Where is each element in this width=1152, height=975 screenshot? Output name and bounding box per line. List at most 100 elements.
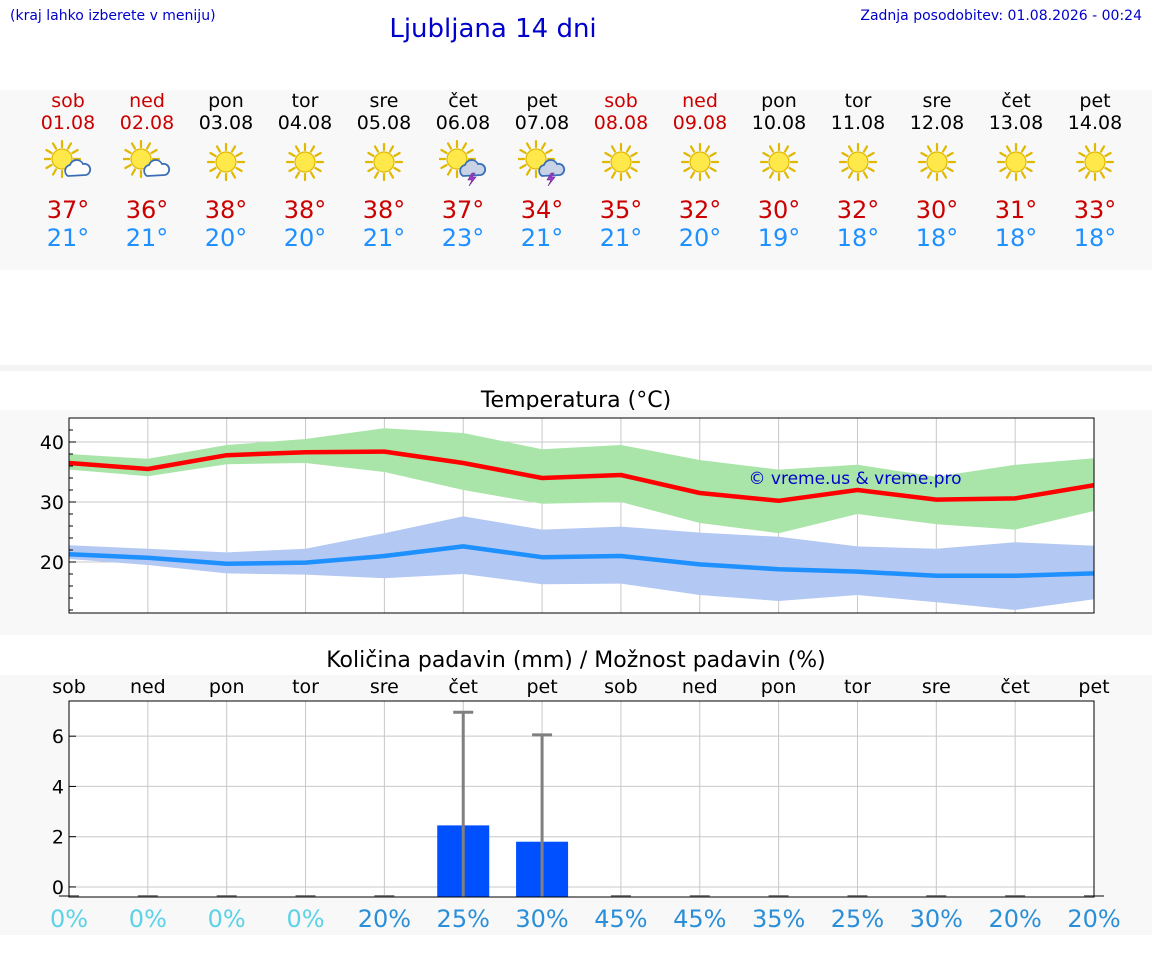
max-temperature: 33° xyxy=(1073,196,1117,224)
day-column: pet 07.08 34° 21° xyxy=(502,90,582,252)
precip-probability: 30% xyxy=(910,905,963,933)
day-column: sre 05.08 38° 21° xyxy=(344,90,424,252)
min-temperature: 18° xyxy=(1073,224,1117,252)
day-name: pet xyxy=(526,90,558,112)
sun-icon xyxy=(917,142,957,182)
day-name: čet xyxy=(448,90,478,112)
day-label: sob xyxy=(52,676,86,698)
sun-shape xyxy=(206,142,246,182)
min-temperature: 21° xyxy=(46,224,90,252)
day-date: 11.08 xyxy=(830,112,886,134)
sun-cloud-icon xyxy=(123,140,171,179)
day-label: pon xyxy=(761,676,797,698)
day-name: čet xyxy=(1001,90,1031,112)
max-temperature: 36° xyxy=(125,196,169,224)
day-label: pon xyxy=(209,676,245,698)
precip-probability: 0% xyxy=(129,905,167,933)
max-temperature-range xyxy=(69,428,1094,534)
cloud-shape xyxy=(64,159,92,177)
day-column: pon 03.08 38° 20° xyxy=(186,90,266,252)
day-date: 13.08 xyxy=(988,112,1044,134)
max-temperature: 30° xyxy=(757,196,801,224)
precip-probability: 45% xyxy=(673,905,726,933)
day-label: tor xyxy=(292,676,319,698)
day-column: čet 13.08 31° 18° xyxy=(976,90,1056,252)
precip-probability: 30% xyxy=(515,905,568,933)
max-temperature: 32° xyxy=(836,196,880,224)
region-hint: (kraj lahko izberete v meniju) xyxy=(10,8,216,24)
y-tick-label: 4 xyxy=(52,776,64,798)
day-name: pet xyxy=(1079,90,1111,112)
max-temperature: 35° xyxy=(599,196,643,224)
day-date: 14.08 xyxy=(1067,112,1123,134)
day-date: 06.08 xyxy=(435,112,491,134)
sun-shape xyxy=(917,142,957,182)
day-label: pet xyxy=(526,676,557,698)
day-label: čet xyxy=(1000,676,1030,698)
day-column: ned 09.08 32° 20° xyxy=(660,90,740,252)
cloud-shape xyxy=(143,159,171,177)
day-name: sre xyxy=(369,90,399,112)
sun-icon xyxy=(206,142,246,182)
day-date: 09.08 xyxy=(672,112,728,134)
sun-shape xyxy=(364,142,404,182)
day-column: čet 06.08 37° 23° xyxy=(423,90,503,252)
day-label: sob xyxy=(604,676,638,698)
divider xyxy=(0,365,1152,371)
day-column: sob 01.08 37° 21° xyxy=(28,90,108,252)
day-name: pon xyxy=(208,90,244,112)
day-column: ned 02.08 36° 21° xyxy=(107,90,187,252)
min-temperature-line xyxy=(69,544,1094,579)
max-temperature: 38° xyxy=(362,196,406,224)
page-title: Ljubljana 14 dni xyxy=(389,14,597,44)
last-updated: Zadnja posodobitev: 01.08.2026 - 00:24 xyxy=(860,8,1142,24)
day-label: pet xyxy=(1078,676,1109,698)
sun-shape xyxy=(838,142,878,182)
day-date: 02.08 xyxy=(119,112,175,134)
day-date: 05.08 xyxy=(356,112,412,134)
min-temperature: 20° xyxy=(283,224,327,252)
day-name: sob xyxy=(51,90,85,112)
y-tick-label: 2 xyxy=(52,827,64,849)
day-name: tor xyxy=(844,90,872,112)
min-temperature: 21° xyxy=(362,224,406,252)
min-temperature: 19° xyxy=(757,224,801,252)
min-temperature: 23° xyxy=(441,224,485,252)
y-tick-label: 40 xyxy=(40,432,64,454)
sun-icon xyxy=(285,142,325,182)
y-tick-label: 6 xyxy=(52,726,64,748)
precip-probability: 0% xyxy=(208,905,246,933)
day-column: sob 08.08 35° 21° xyxy=(581,90,661,252)
sun-shape xyxy=(680,142,720,182)
day-label: čet xyxy=(448,676,478,698)
precip-probability: 0% xyxy=(286,905,324,933)
max-temperature: 34° xyxy=(520,196,564,224)
precip-probability: 20% xyxy=(1067,905,1120,933)
precip-probability: 45% xyxy=(594,905,647,933)
max-temperature: 30° xyxy=(915,196,959,224)
day-date: 07.08 xyxy=(514,112,570,134)
min-temperature: 21° xyxy=(599,224,643,252)
plot-frame xyxy=(68,700,1095,898)
sun-icon xyxy=(1075,142,1115,182)
day-column: sre 12.08 30° 18° xyxy=(897,90,977,252)
day-label: sre xyxy=(370,676,399,698)
day-label: ned xyxy=(682,676,718,698)
day-name: sre xyxy=(922,90,952,112)
y-tick-label: 30 xyxy=(40,492,64,514)
max-temperature: 32° xyxy=(678,196,722,224)
max-temperature: 38° xyxy=(283,196,327,224)
sun-icon xyxy=(364,142,404,182)
precip-probability: 35% xyxy=(752,905,805,933)
day-date: 01.08 xyxy=(40,112,96,134)
day-label: ned xyxy=(130,676,166,698)
precip-probability: 25% xyxy=(831,905,884,933)
day-name: ned xyxy=(682,90,718,112)
min-temperature: 21° xyxy=(520,224,564,252)
lightning-bolt xyxy=(546,172,556,186)
day-column: tor 04.08 38° 20° xyxy=(265,90,345,252)
sun-icon xyxy=(601,142,641,182)
cloud-shape xyxy=(538,159,566,177)
day-name: ned xyxy=(129,90,165,112)
